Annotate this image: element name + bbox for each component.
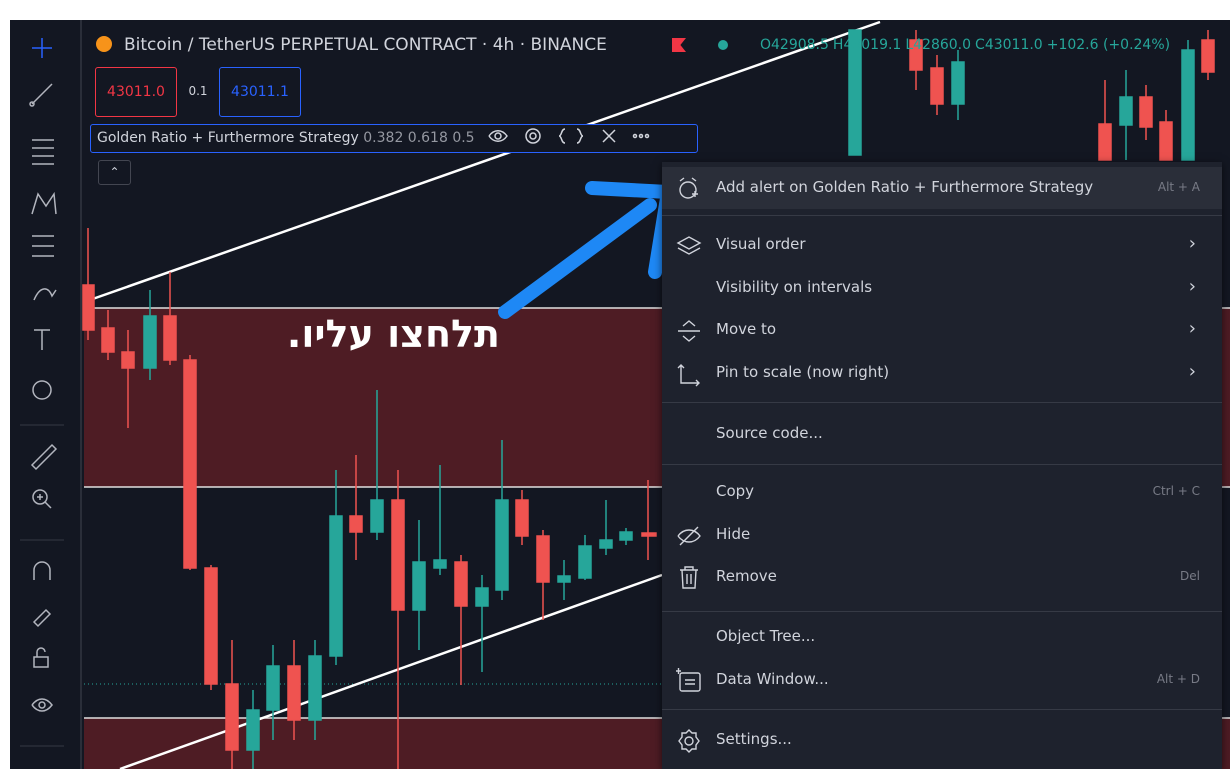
menu-label: Source code... bbox=[716, 424, 823, 442]
menu-shortcut: Ctrl + C bbox=[1152, 484, 1200, 498]
menu-label: Visual order bbox=[716, 235, 806, 253]
menu-item[interactable]: Add alert on Golden Ratio + Furthermore … bbox=[662, 167, 1222, 209]
ohlc-close: C43011.0 bbox=[975, 37, 1043, 53]
ohlc-change: +102.6 (+0.24%) bbox=[1046, 37, 1171, 53]
sell-button[interactable]: 43011.0 bbox=[95, 67, 177, 117]
menu-shortcut: Alt + D bbox=[1156, 672, 1200, 686]
coin-icon bbox=[96, 36, 112, 52]
menu-label: Hide bbox=[716, 525, 751, 543]
menu-item[interactable]: Data Window... Alt + D bbox=[662, 659, 1222, 701]
separator bbox=[662, 464, 1222, 465]
menu-label: Pin to scale (now right) bbox=[716, 363, 890, 381]
chevron: › bbox=[1188, 361, 1196, 382]
menu-shortcut: Alt + A bbox=[1151, 180, 1200, 194]
separator bbox=[662, 215, 1222, 216]
menu-label: Visibility on intervals bbox=[716, 278, 873, 296]
menu-item[interactable]: Settings... bbox=[662, 719, 1222, 761]
menu-label: Object Tree... bbox=[716, 627, 816, 645]
menu-item[interactable]: Move to › bbox=[662, 309, 1222, 351]
buy-button[interactable]: 43011.1 bbox=[219, 67, 301, 117]
toolbar[interactable] bbox=[20, 38, 64, 747]
chevron: › bbox=[1188, 233, 1196, 254]
menu-label: Add alert on Golden Ratio + Furthermore … bbox=[716, 178, 1094, 196]
icon bbox=[677, 364, 700, 387]
menu-item[interactable]: Hide bbox=[662, 514, 1222, 556]
separator bbox=[662, 402, 1222, 403]
collapse-button[interactable]: ⌃ bbox=[98, 160, 131, 185]
icon bbox=[679, 177, 698, 199]
indicator-name[interactable]: Golden Ratio + Furthermore Strategy bbox=[97, 130, 359, 146]
ohlc-open: O42908.5 bbox=[760, 37, 829, 53]
separator bbox=[662, 611, 1222, 612]
icon bbox=[677, 526, 701, 546]
menu-item[interactable]: Pin to scale (now right) › bbox=[662, 352, 1222, 394]
menu-item[interactable]: Object Tree... bbox=[662, 616, 1222, 658]
status-dot bbox=[718, 40, 728, 50]
menu-label: Remove bbox=[716, 567, 777, 585]
chevron: › bbox=[1188, 276, 1196, 297]
menu-label: Data Window... bbox=[716, 670, 829, 688]
ohlc-low: L42860.0 bbox=[905, 37, 972, 53]
icon bbox=[678, 729, 700, 753]
menu-label: Settings... bbox=[716, 730, 792, 748]
menu-item[interactable]: Remove Del bbox=[662, 556, 1222, 598]
ohlc-high: H43019.1 bbox=[832, 37, 902, 53]
menu-label: Move to bbox=[716, 320, 777, 338]
ohlc: O42908.5 H43019.1 L42860.0 C43011.0 +102… bbox=[760, 37, 1170, 53]
separator bbox=[662, 709, 1222, 710]
menu-item[interactable]: Visibility on intervals › bbox=[662, 267, 1222, 309]
menu-shortcut: Del bbox=[1180, 569, 1200, 583]
icon bbox=[680, 566, 698, 589]
indicator-params: 0.382 0.618 0.5 bbox=[363, 130, 475, 146]
chevron: › bbox=[1188, 318, 1196, 339]
menu-item[interactable]: Visual order › bbox=[662, 224, 1222, 266]
indicator-legend[interactable]: Golden Ratio + Furthermore Strategy 0.38… bbox=[90, 124, 698, 153]
symbol-title: Bitcoin / TetherUS PERPETUAL CONTRACT · … bbox=[124, 35, 607, 55]
menu-item[interactable]: Copy Ctrl + C bbox=[662, 471, 1222, 513]
context-menu: Add alert on Golden Ratio + Furthermore … bbox=[662, 162, 1222, 769]
icon bbox=[676, 236, 702, 255]
icon bbox=[676, 668, 701, 692]
icon bbox=[678, 320, 700, 342]
flag[interactable] bbox=[672, 38, 686, 52]
spread: 0.1 bbox=[188, 84, 208, 98]
indicator-actions[interactable] bbox=[485, 126, 665, 146]
menu-label: Copy bbox=[716, 482, 755, 500]
menu-item[interactable]: Source code... bbox=[662, 413, 1222, 455]
annotation: תלחצו עליו. bbox=[286, 312, 500, 356]
